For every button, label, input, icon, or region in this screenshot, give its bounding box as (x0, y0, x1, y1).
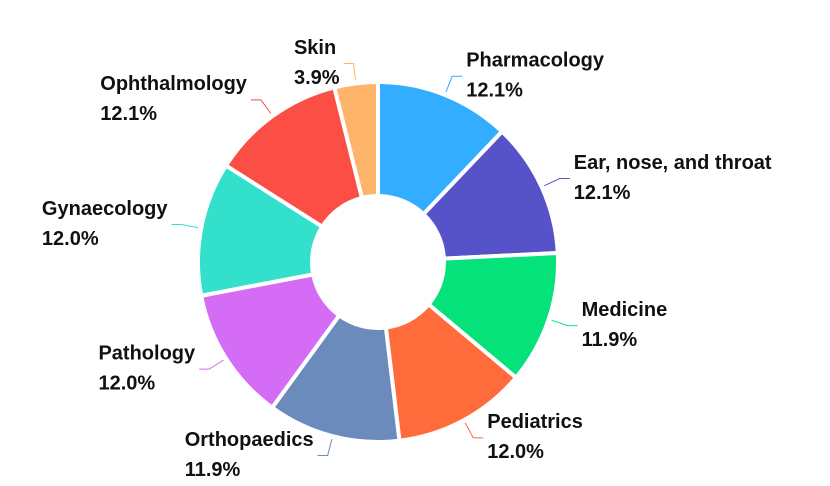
donut-segment (426, 250, 560, 380)
label-name: Gynaecology (42, 198, 168, 220)
label-name: Orthopaedics (185, 429, 314, 451)
donut-segment (199, 272, 342, 410)
leader-line (445, 75, 463, 93)
leader-line (343, 62, 357, 81)
label-value: 11.9% (582, 329, 638, 351)
label-value: 11.9% (185, 459, 241, 481)
donut-segment (421, 129, 560, 261)
donut-segment (270, 313, 402, 444)
donut-segment (383, 302, 518, 443)
label-name: Ophthalmology (100, 73, 248, 95)
donut-segment (224, 85, 364, 229)
label-value: 3.9% (294, 67, 340, 89)
leader-line (544, 178, 570, 187)
leader-line (317, 438, 333, 457)
label-value: 12.1% (466, 80, 523, 102)
donut-segment (332, 80, 380, 200)
leader-line (464, 422, 484, 439)
label-name: Ear, nose, and throat (574, 152, 772, 174)
donut-segment (376, 80, 505, 217)
label-value: 12.0% (42, 228, 99, 250)
label-value: 12.0% (98, 372, 155, 394)
label-name: Pathology (98, 342, 196, 364)
leader-line (199, 359, 224, 370)
label-name: Medicine (582, 299, 668, 321)
leader-line (551, 319, 578, 327)
leader-line (250, 99, 272, 114)
label-value: 12.0% (487, 441, 544, 463)
label-name: Skin (294, 37, 336, 59)
label-name: Pharmacology (466, 50, 605, 72)
donut-segment (196, 163, 325, 298)
label-name: Pediatrics (487, 411, 583, 433)
label-value: 12.1% (100, 103, 157, 125)
leader-line (171, 224, 199, 229)
label-value: 12.1% (574, 182, 631, 204)
